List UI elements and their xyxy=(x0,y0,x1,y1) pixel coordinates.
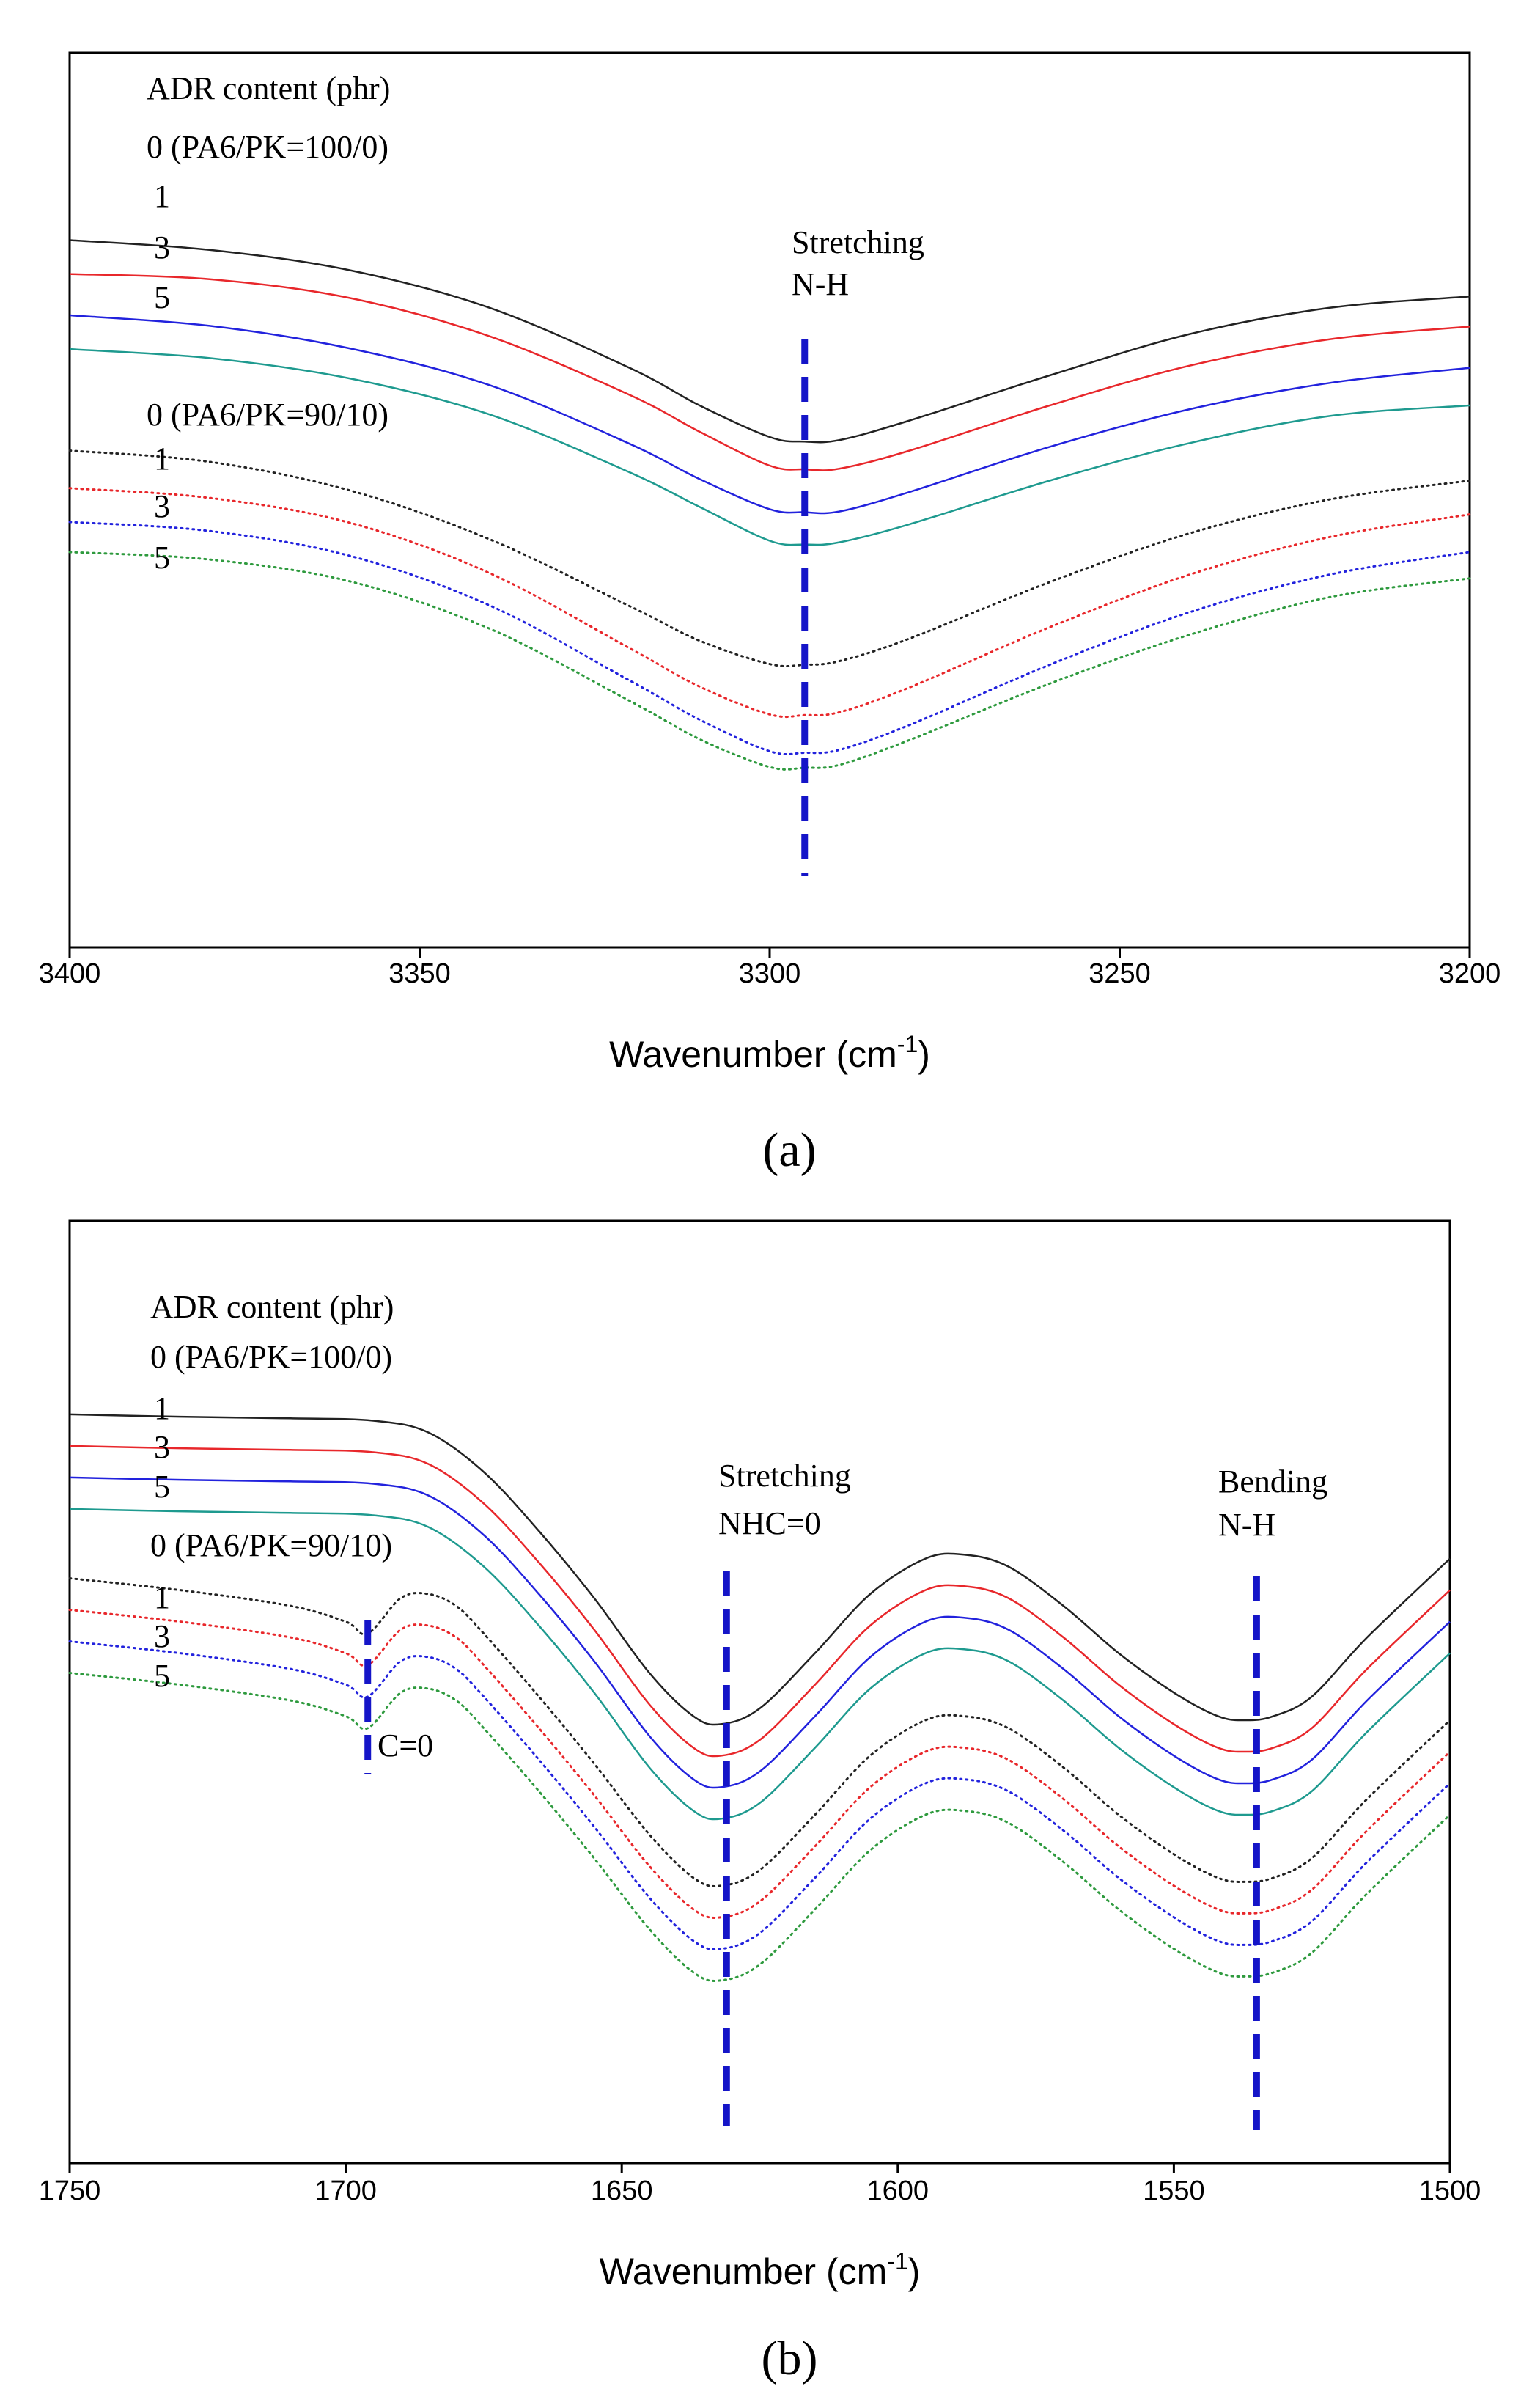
x-tick-label: 1700 xyxy=(314,2176,377,2206)
annotation-label: Stretching xyxy=(718,1458,851,1494)
series-line-solid-0 xyxy=(69,1413,1451,1726)
x-tick-label: 3250 xyxy=(1089,958,1151,989)
annotation-sublabel: N-H xyxy=(792,266,849,302)
legend-entry: 0 (PA6/PK=90/10) xyxy=(147,397,388,433)
series-line-dotted-5 xyxy=(68,1609,1451,1919)
x-tick-label: 3200 xyxy=(1439,958,1501,989)
x-axis-label: Wavenumber (cm-1) xyxy=(609,1031,930,1075)
x-tick-label: 3400 xyxy=(39,958,101,989)
x-tick-label: 3300 xyxy=(739,958,801,989)
series-line-solid-2 xyxy=(69,1476,1451,1789)
series-line-solid-3 xyxy=(69,1508,1451,1821)
annotation-label: Bending xyxy=(1218,1464,1327,1500)
legend-entry: 3 xyxy=(154,1618,170,1654)
series-line-dotted-7 xyxy=(68,551,1471,771)
legend-entry: 1 xyxy=(154,178,170,214)
x-tick-label: 1650 xyxy=(591,2176,653,2206)
annotation-label: Stretching xyxy=(792,224,924,260)
legend-entry: 0 (PA6/PK=100/0) xyxy=(147,129,388,165)
panel-label: (b) xyxy=(762,2332,818,2385)
x-tick-label: 1550 xyxy=(1143,2176,1205,2206)
series-line-solid-1 xyxy=(69,273,1470,471)
series-line-solid-3 xyxy=(69,348,1470,546)
series-line-dotted-6 xyxy=(68,521,1471,756)
legend-entry: 3 xyxy=(154,230,170,265)
series-line-dotted-4 xyxy=(68,449,1471,668)
annotation-label: C=0 xyxy=(378,1728,433,1763)
chart-panel-a: 3400 3350 3300 3250 3200 Wavenumber (cm-1) (a)… xyxy=(39,51,1501,1177)
series-line-dotted-7 xyxy=(68,1672,1451,1982)
legend-entry: 3 xyxy=(154,488,170,524)
legend-title: ADR content (phr) xyxy=(150,1289,394,1325)
series-line-dotted-5 xyxy=(68,487,1471,719)
panel-label: (a) xyxy=(762,1123,816,1177)
x-tick-label: 3350 xyxy=(388,958,451,989)
legend-entry: 1 xyxy=(154,1390,170,1426)
legend-entry: 5 xyxy=(154,540,170,576)
series-line-solid-0 xyxy=(69,239,1470,444)
legend-entry: 0 (PA6/PK=100/0) xyxy=(150,1339,392,1375)
legend-entry: 5 xyxy=(154,1658,170,1694)
legend-title: ADR content (phr) xyxy=(147,70,390,106)
series-line-dotted-6 xyxy=(68,1640,1451,1950)
x-axis-label: Wavenumber (cm-1) xyxy=(600,2248,921,2292)
legend-entry: 5 xyxy=(154,279,170,315)
x-tick-label: 1500 xyxy=(1419,2176,1481,2206)
legend-entry: 5 xyxy=(154,1469,170,1505)
x-tick-label: 1600 xyxy=(867,2176,929,2206)
chart-panel-b: 1750 1700 1650 1600 1550 1500 Wavenumber (cm-1… xyxy=(39,1219,1481,2385)
legend-entry: 1 xyxy=(154,1579,170,1615)
series-line-solid-1 xyxy=(69,1445,1451,1758)
series-line-solid-2 xyxy=(69,314,1470,515)
x-tick-label: 1750 xyxy=(39,2176,101,2206)
annotation-sublabel: N-H xyxy=(1218,1507,1275,1543)
legend-entry: 3 xyxy=(154,1429,170,1465)
plot-frame xyxy=(68,1219,1451,2165)
legend-entry: 1 xyxy=(154,441,170,477)
series-line-dotted-4 xyxy=(68,1577,1451,1887)
legend-entry: 0 (PA6/PK=90/10) xyxy=(150,1527,392,1563)
annotation-sublabel: NHC=0 xyxy=(718,1505,821,1541)
